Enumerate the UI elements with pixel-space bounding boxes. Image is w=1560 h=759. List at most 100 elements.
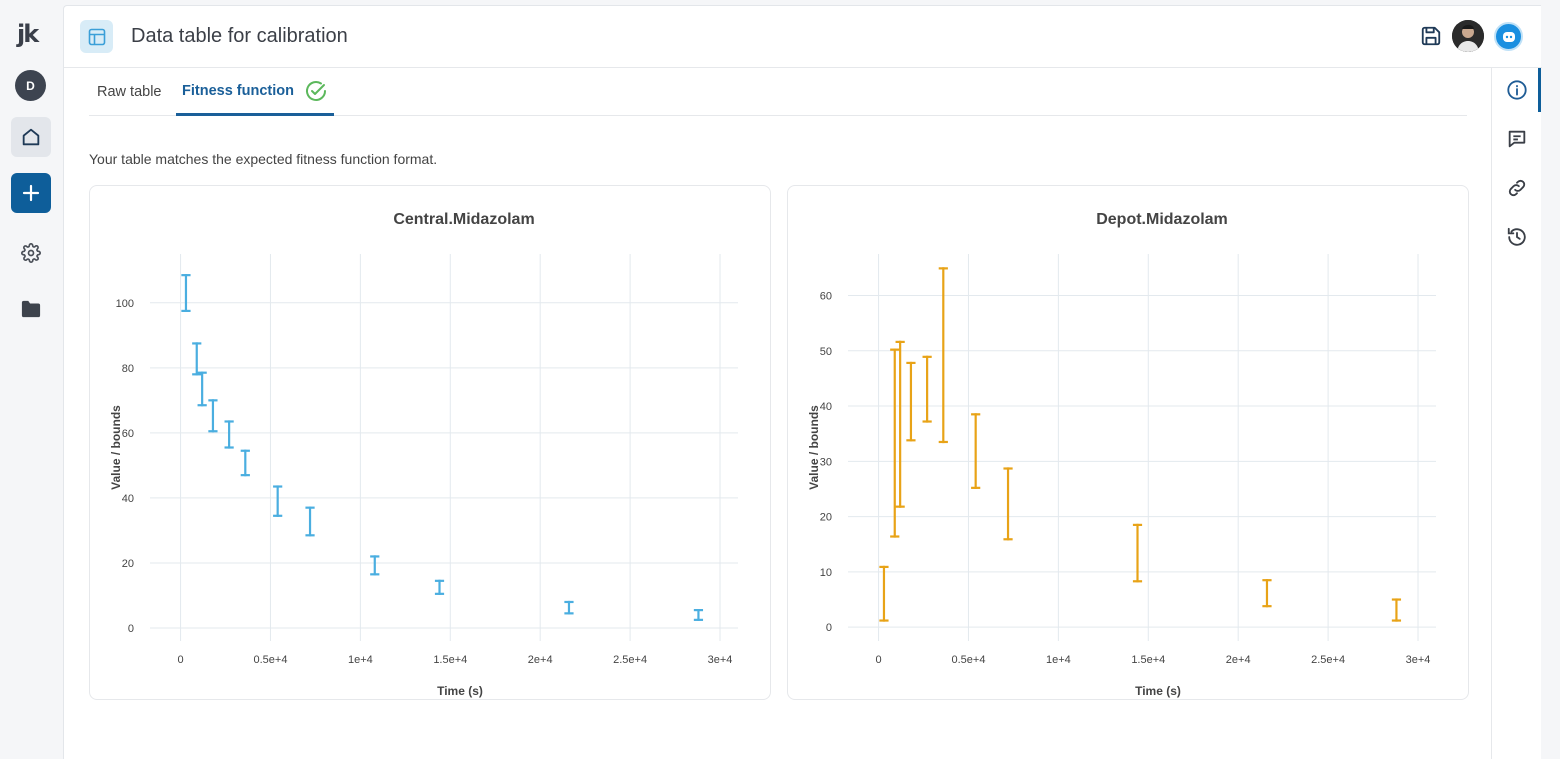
error-bar [1391,598,1402,622]
user-initial-avatar[interactable]: D [15,70,46,101]
error-bar [564,600,574,615]
y-tick-label: 30 [820,456,832,468]
tab-raw-table[interactable]: Raw table [89,68,169,116]
error-bar [434,579,445,595]
save-icon [1421,26,1441,46]
home-button[interactable] [11,117,51,157]
info-icon [1507,80,1527,100]
chart-card-central: 0 0.5e+4 1e+4 1.5e+4 2e+4 2.5e+4 3e+4 0 20 40 60 80… [89,185,771,700]
x-tick-label: 1.5e+4 [433,654,467,666]
check-circle-icon [304,79,328,103]
user-avatar[interactable] [1452,20,1484,52]
y-tick-label: 0 [826,622,832,634]
y-tick-label: 20 [122,558,134,570]
info-button[interactable] [1504,77,1530,103]
add-button[interactable] [11,173,51,213]
error-bars [181,274,704,621]
x-tick-label: 1.5e+4 [1131,654,1165,666]
error-bar [305,506,315,537]
x-tick-label: 3e+4 [1406,654,1431,666]
x-tick-label: 2.5e+4 [1311,654,1345,666]
page-title: Data table for calibration [131,25,348,47]
x-tick-label: 1e+4 [348,654,373,666]
page-header: Data table for calibration [64,6,1542,68]
chart-title: Central.Midazolam [393,211,534,228]
tab-bar: Raw table Fitness function [89,68,1467,116]
y-tick-label: 0 [128,623,134,635]
y-tick-label: 80 [122,363,134,375]
tab-label: Fitness function [182,82,294,99]
error-bar [879,565,889,622]
error-bar [971,413,981,489]
main-panel: Data table for calibration Raw table Fit… [63,5,1542,759]
active-indicator [1538,68,1541,112]
plus-icon [22,184,40,202]
format-status-message: Your table matches the expected fitness … [89,151,438,167]
error-bar [922,355,932,423]
right-rail [1491,68,1542,759]
home-icon [22,128,40,146]
y-tick-label: 20 [820,512,832,524]
error-bar [181,274,191,313]
error-bar [890,348,900,538]
tab-label: Raw table [97,84,162,100]
assistant-button[interactable] [1494,22,1523,51]
error-bar [1132,523,1143,583]
comment-icon [1508,130,1526,148]
y-tick-label: 40 [122,493,134,505]
y-tick-label: 100 [116,298,134,310]
gridlines [848,254,1436,641]
x-axis-label: Time (s) [1135,684,1181,698]
error-bar [208,399,218,433]
history-icon [1507,227,1526,246]
y-axis-label: Value / bounds [807,405,821,490]
x-tick-label: 2e+4 [1226,654,1251,666]
links-button[interactable] [1504,175,1530,201]
save-button[interactable] [1418,23,1444,49]
x-tick-label: 0 [876,654,882,666]
chart-card-depot: 0 0.5e+4 1e+4 1.5e+4 2e+4 2.5e+4 3e+4 0 10 20 30 40… [787,185,1469,700]
left-rail: jk D [0,0,63,759]
comments-button[interactable] [1504,126,1530,152]
error-bar [895,340,905,508]
error-bar [693,609,704,621]
x-tick-label: 1e+4 [1046,654,1071,666]
y-tick-label: 60 [122,428,134,440]
error-bar [192,342,202,376]
error-bar [1262,579,1272,608]
error-bar [906,361,916,442]
y-tick-label: 50 [820,346,832,358]
x-tick-label: 2e+4 [528,654,553,666]
tab-fitness-function[interactable]: Fitness function [176,68,334,116]
files-button[interactable] [11,289,51,329]
robot-icon [1502,31,1515,42]
error-bar [240,449,250,477]
y-tick-label: 60 [820,290,832,302]
link-icon [1508,179,1526,197]
error-bar [224,420,234,449]
y-tick-label: 40 [820,401,832,413]
x-tick-label: 0.5e+4 [952,654,986,666]
y-tick-label: 10 [820,567,832,579]
error-bar [1003,467,1013,541]
app-logo[interactable]: jk [17,20,39,48]
chart-central-midazolam: 0 0.5e+4 1e+4 1.5e+4 2e+4 2.5e+4 3e+4 0 20 40 60 80… [109,211,738,698]
user-photo-icon [1452,20,1484,52]
x-axis-label: Time (s) [437,684,483,698]
chart-title: Depot.Midazolam [1096,211,1228,228]
chart-depot-midazolam: 0 0.5e+4 1e+4 1.5e+4 2e+4 2.5e+4 3e+4 0 10 20 30 40… [807,211,1436,698]
settings-button[interactable] [11,233,51,273]
x-tick-label: 0 [178,654,184,666]
x-tick-label: 2.5e+4 [613,654,647,666]
error-bar [370,555,380,576]
error-bars [879,267,1402,622]
history-button[interactable] [1504,224,1530,250]
gridlines [150,254,738,641]
x-tick-label: 0.5e+4 [254,654,288,666]
x-tick-label: 3e+4 [708,654,733,666]
table-icon [88,28,105,45]
gear-icon [21,243,41,263]
error-bar [273,485,283,517]
folder-icon [21,300,41,318]
table-type-badge [80,20,113,53]
